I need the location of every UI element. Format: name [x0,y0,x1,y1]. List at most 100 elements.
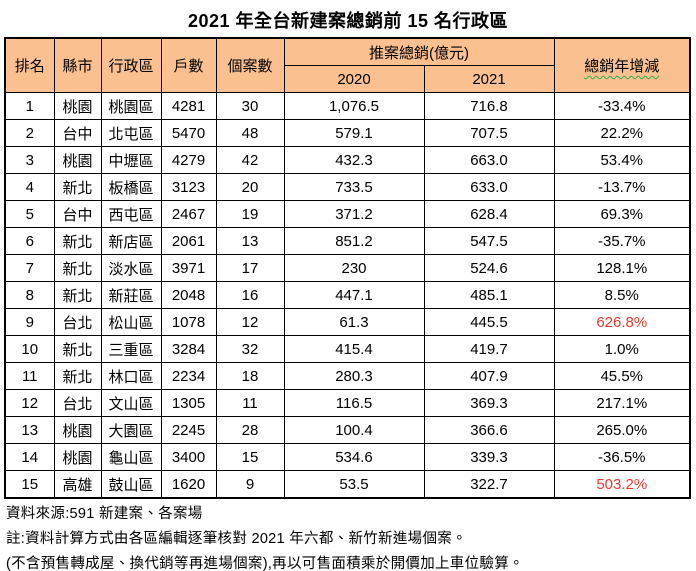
cell-district: 文山區 [100,389,162,417]
cell-yoy: 22.2% [553,119,691,147]
cell-district: 板橋區 [100,173,162,201]
cell-cases: 18 [215,362,285,390]
cell-2020: 280.3 [283,362,425,390]
cell-cases: 17 [215,254,285,282]
table-row: 1 桃園 桃園區 4281 30 1,076.5 716.8 -33.4% [4,92,691,120]
cell-rank: 2 [4,119,55,147]
cell-yoy: 503.2% [553,470,691,499]
cell-district: 龜山區 [100,443,162,471]
cell-rank: 15 [4,470,55,499]
cell-households: 2245 [160,416,217,444]
cell-rank: 9 [4,308,55,336]
cell-yoy: 69.3% [553,200,691,228]
cell-district: 桃園區 [100,92,162,120]
table-body: 1 桃園 桃園區 4281 30 1,076.5 716.8 -33.4% 2 … [4,92,691,499]
cell-district: 林口區 [100,362,162,390]
cell-cases: 13 [215,227,285,255]
cell-cases: 16 [215,281,285,309]
cell-households: 3971 [160,254,217,282]
cell-2021: 547.5 [423,227,555,255]
header-district: 行政區 [100,37,162,93]
cell-district: 北屯區 [100,119,162,147]
table-row: 2 台中 北屯區 5470 48 579.1 707.5 22.2% [4,119,691,147]
header-yoy-label: 總銷年增減 [584,58,660,75]
cell-cases: 20 [215,173,285,201]
cell-2020: 100.4 [283,416,425,444]
exclusion-note-prefix: (不含預售轉成屋、換代銷等再進場個案),再以可售 [6,556,332,571]
cell-households: 1305 [160,389,217,417]
cell-county: 新北 [53,335,102,363]
cell-2020: 116.5 [283,389,425,417]
cell-yoy: -36.5% [553,443,691,471]
cell-yoy: 8.5% [553,281,691,309]
cell-households: 2061 [160,227,217,255]
table-row: 9 台北 松山區 1078 12 61.3 445.5 626.8% [4,308,691,336]
cell-2021: 633.0 [423,173,555,201]
table-row: 6 新北 新店區 2061 13 851.2 547.5 -35.7% [4,227,691,255]
header-cases: 個案數 [215,37,285,93]
cell-households: 2234 [160,362,217,390]
exclusion-note-wavy-text: 面積乘於開價 [331,556,421,571]
cell-district: 新莊區 [100,281,162,309]
table-row: 7 新北 淡水區 3971 17 230 524.6 128.1% [4,254,691,282]
cell-cases: 12 [215,308,285,336]
table-row: 15 高雄 鼓山區 1620 9 53.5 322.7 503.2% [4,470,691,499]
cell-yoy: 626.8% [553,308,691,336]
cell-cases: 42 [215,146,285,174]
exclusion-note: (不含預售轉成屋、換代銷等再進場個案),再以可售面積乘於開價加上車位驗算。 [6,552,696,571]
cell-county: 新北 [53,227,102,255]
cell-cases: 11 [215,389,285,417]
cell-2021: 485.1 [423,281,555,309]
cell-district: 中壢區 [100,146,162,174]
cell-2020: 579.1 [283,119,425,147]
table-row: 12 台北 文山區 1305 11 116.5 369.3 217.1% [4,389,691,417]
cell-households: 3123 [160,173,217,201]
cell-cases: 48 [215,119,285,147]
table-row: 11 新北 林口區 2234 18 280.3 407.9 45.5% [4,362,691,390]
cell-households: 5470 [160,119,217,147]
header-year-2020: 2020 [283,65,425,93]
cell-rank: 13 [4,416,55,444]
cell-district: 松山區 [100,308,162,336]
cell-2021: 369.3 [423,389,555,417]
table-row: 10 新北 三重區 3284 32 415.4 419.7 1.0% [4,335,691,363]
header-row-2: 2020 2021 [5,65,690,93]
cell-2020: 230 [283,254,425,282]
cell-yoy: 217.1% [553,389,691,417]
cell-rank: 1 [4,92,55,120]
cell-cases: 19 [215,200,285,228]
cell-2020: 733.5 [283,173,425,201]
cell-rank: 11 [4,362,55,390]
header-households: 戶數 [160,37,217,93]
cell-district: 新店區 [100,227,162,255]
cell-2021: 524.6 [423,254,555,282]
cell-2021: 628.4 [423,200,555,228]
cell-rank: 5 [4,200,55,228]
cell-county: 台中 [53,200,102,228]
cell-2020: 371.2 [283,200,425,228]
header-year-2021: 2021 [423,65,555,93]
cell-2020: 851.2 [283,227,425,255]
cell-2020: 415.4 [283,335,425,363]
footer-notes: 資料來源:591 新建案、各案場 註:資料計算方式由各區編輯逐筆核對 2021 … [6,502,696,571]
cell-households: 4279 [160,146,217,174]
cell-2020: 1,076.5 [283,92,425,120]
header-yoy: 總銷年增減 [553,37,691,93]
cell-district: 大園區 [100,416,162,444]
cell-yoy: -35.7% [553,227,691,255]
cell-yoy: -33.4% [553,92,691,120]
table-header: 排名 縣市 行政區 戶數 個案數 推案總銷(億元) 總銷年增減 2020 202… [4,37,691,93]
table-row: 14 桃園 龜山區 3400 15 534.6 339.3 -36.5% [4,443,691,471]
data-source-note: 資料來源:591 新建案、各案場 [6,506,203,522]
header-county: 縣市 [53,37,102,93]
cell-2021: 419.7 [423,335,555,363]
cell-county: 桃園 [53,92,102,120]
cell-2021: 707.5 [423,119,555,147]
table-row: 13 桃園 大園區 2245 28 100.4 366.6 265.0% [4,416,691,444]
cell-yoy: 45.5% [553,362,691,390]
cell-2021: 322.7 [423,470,555,499]
cell-2021: 445.5 [423,308,555,336]
cell-cases: 9 [215,470,285,499]
cell-2021: 366.6 [423,416,555,444]
